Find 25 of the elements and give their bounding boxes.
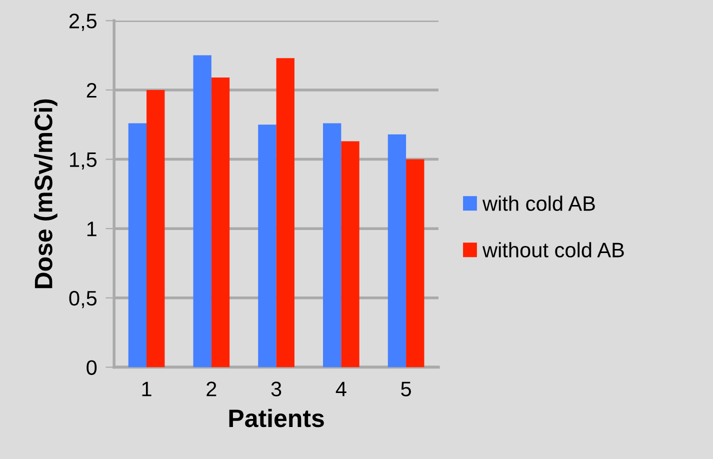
y-tick-label: 2 xyxy=(86,82,96,98)
x-tick-label: 3 xyxy=(271,382,282,396)
bar xyxy=(211,77,230,368)
bar xyxy=(323,123,342,368)
bar xyxy=(276,58,294,368)
x-tick-label: 4 xyxy=(336,382,346,396)
y-tick-label: 1 xyxy=(87,222,96,236)
bar xyxy=(406,159,424,368)
bar xyxy=(258,124,276,368)
x-axis-title: Patients xyxy=(229,408,324,428)
y-tick-label: 2,5 xyxy=(70,14,97,31)
bar xyxy=(341,141,360,368)
x-tick-label: 5 xyxy=(401,382,411,396)
x-tick-label: 2 xyxy=(206,382,216,396)
legend-label: with cold AB xyxy=(482,196,595,211)
bar xyxy=(193,55,212,368)
y-tick-label: 0,5 xyxy=(69,290,97,308)
bar xyxy=(146,90,165,368)
y-tick-label: 0 xyxy=(86,360,97,375)
bar xyxy=(128,123,147,368)
x-tick-label: 1 xyxy=(142,382,152,396)
bar xyxy=(388,134,406,368)
legend-label: without cold AB xyxy=(482,242,624,258)
y-tick-label: 1,5 xyxy=(70,152,97,170)
y-axis-title: Dose (mSv/mCi) xyxy=(34,99,58,288)
